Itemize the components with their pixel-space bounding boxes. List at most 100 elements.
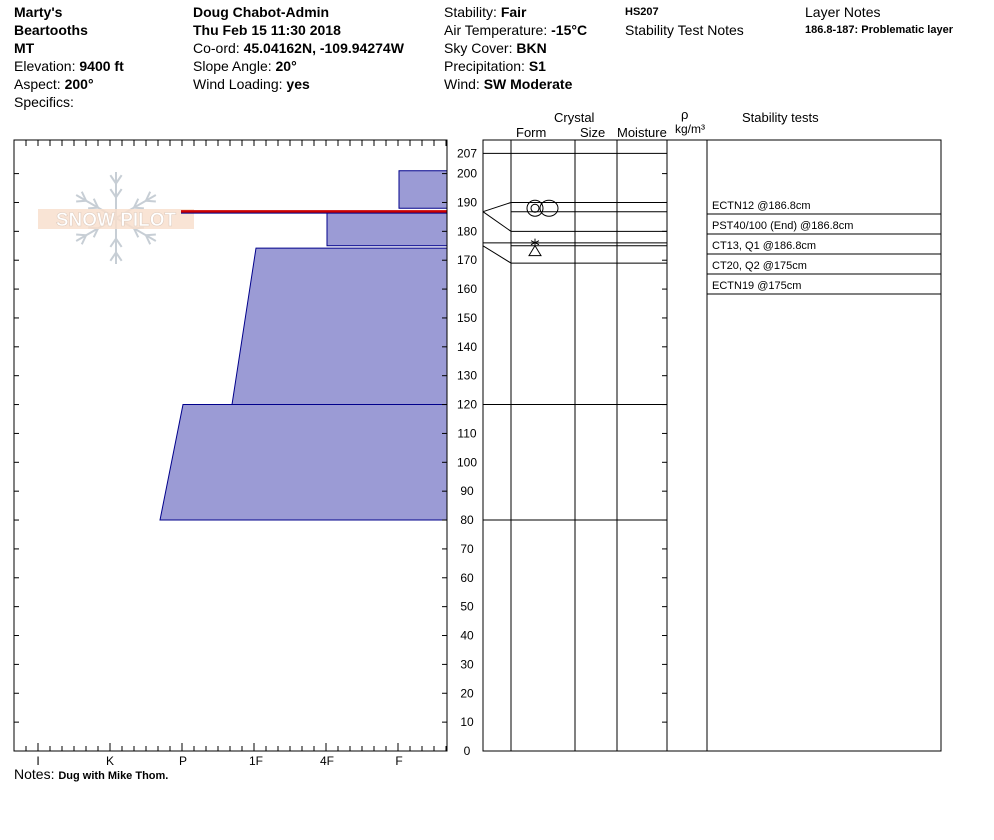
flake-branch xyxy=(133,227,140,238)
specifics-label: Specifics: xyxy=(14,94,74,110)
y-tick-label: 20 xyxy=(460,686,474,700)
boundary-connector xyxy=(482,211,512,232)
flake-branch xyxy=(144,191,152,202)
air-temp-label: Air Temperature: xyxy=(444,22,548,38)
x-tick-label: K xyxy=(106,754,114,768)
flake-branch xyxy=(145,199,156,203)
hardness-layer xyxy=(231,247,448,406)
crystal-table xyxy=(482,139,942,752)
density-unit: kg/m³ xyxy=(675,122,705,136)
stability-test-label: PST40/100 (End) @186.8cm xyxy=(712,220,853,232)
y-tick-label: 140 xyxy=(457,340,477,354)
y-axis: 0 10 20 30 40 50 60 70 80 90 100 110 120 130 140 150 160… xyxy=(457,146,477,758)
crystal-table-frame xyxy=(482,139,942,752)
x-tick-label: F xyxy=(395,754,402,768)
y-tick-label: 60 xyxy=(460,571,474,585)
precip-value: S1 xyxy=(528,58,546,74)
y-tick-label: 170 xyxy=(457,253,477,267)
datetime: Thu Feb 15 11:30 2018 xyxy=(193,22,341,38)
stability-tests-heading: Stability tests xyxy=(742,110,819,125)
x-tick-label: 4F xyxy=(320,754,334,768)
moisture-heading: Moisture xyxy=(617,125,667,140)
hardness-layer xyxy=(159,404,448,521)
flake-arm xyxy=(75,217,117,242)
y-tick-label: 10 xyxy=(460,715,474,729)
x-tick-label: P xyxy=(179,754,187,768)
flake-branch xyxy=(115,174,123,185)
boundary-connector xyxy=(482,201,512,213)
x-tick-label: I xyxy=(36,754,39,768)
y-tick-label: 190 xyxy=(457,195,477,209)
flake-branch xyxy=(109,174,117,185)
coordinates: Co-ord: 45.04162N, -109.94274W xyxy=(193,39,404,57)
sky-cover: Sky Cover: BKN xyxy=(444,39,547,57)
wind-value: SW Moderate xyxy=(483,76,573,92)
y-tick-label: 70 xyxy=(460,542,474,556)
logo-text: SNOW PILOT xyxy=(56,210,177,231)
flake-branch xyxy=(80,234,88,245)
precipitation: Precipitation: S1 xyxy=(444,57,546,75)
y-tick-label: 150 xyxy=(457,311,477,325)
precip-triangle-icon xyxy=(528,244,542,257)
elevation: Elevation: 9400 ft xyxy=(14,57,124,75)
flake-branch xyxy=(92,227,99,238)
y-tick-label: 110 xyxy=(457,426,476,440)
hardness-layer xyxy=(326,211,448,247)
y-tick-label: 160 xyxy=(457,282,477,296)
stability-label: Stability: xyxy=(444,4,497,20)
location-line-3: MT xyxy=(14,40,35,56)
y-tick-label: 130 xyxy=(457,369,477,383)
rounded-grain-icon xyxy=(526,199,544,217)
coord-label: Co-ord: xyxy=(193,40,240,56)
flake-branch xyxy=(109,238,117,248)
wind-loading-label: Wind Loading: xyxy=(193,76,283,92)
flake-branch xyxy=(115,238,123,248)
logo-band xyxy=(38,209,194,229)
notes: Notes: Dug with Mike Thom. xyxy=(14,765,168,785)
flake-branch xyxy=(145,233,156,237)
boundary-connector xyxy=(482,245,512,264)
y-tick-label: 40 xyxy=(460,629,474,643)
air-temp-value: -15°C xyxy=(551,22,588,38)
y-tick-label: 207 xyxy=(457,146,477,160)
aspect-value: 200° xyxy=(64,76,94,92)
wind-loading-value: yes xyxy=(286,76,310,92)
y-tick-label: 100 xyxy=(457,455,477,469)
aspect-label: Aspect: xyxy=(14,76,61,92)
problematic-layer-line xyxy=(181,210,447,214)
sky-label: Sky Cover: xyxy=(444,40,513,56)
slope-label: Slope Angle: xyxy=(193,58,272,74)
form-heading: Form xyxy=(516,125,547,140)
flake-branch xyxy=(88,226,99,230)
flake-branch xyxy=(88,206,99,210)
flake-branch xyxy=(115,251,123,262)
observer: Doug Chabot-Admin xyxy=(193,4,330,20)
y-tick-label: 120 xyxy=(457,398,477,412)
x-tick-label: 1F xyxy=(249,754,263,768)
size-heading: Size xyxy=(580,125,606,140)
stability-test-label: ECTN19 @175cm xyxy=(712,280,801,292)
flake-arm xyxy=(115,194,157,219)
y-tick-label: 0 xyxy=(464,744,471,758)
faceted-grain-icon xyxy=(539,199,559,217)
wind: Wind: SW Moderate xyxy=(444,75,572,93)
stability-value: Fair xyxy=(500,4,527,20)
y-tick-label: 180 xyxy=(457,224,477,238)
location-line-2: Beartooths xyxy=(14,22,88,38)
flake-branch xyxy=(115,188,123,198)
layer-notes-label: Layer Notes xyxy=(805,4,881,20)
notes-label: Notes: xyxy=(14,766,55,782)
flake-branch xyxy=(133,226,144,230)
y-tick-label: 90 xyxy=(460,484,474,498)
air-temperature: Air Temperature: -15°C xyxy=(444,21,587,39)
wind-loading: Wind Loading: yes xyxy=(193,75,310,93)
flake-branch xyxy=(109,188,117,198)
stability-test-label: CT13, Q1 @186.8cm xyxy=(712,240,816,252)
star-icon xyxy=(530,238,540,247)
rounded-grain-inner xyxy=(530,203,540,213)
stability-test-label: ECTN12 @186.8cm xyxy=(712,200,811,212)
slope-angle: Slope Angle: 20° xyxy=(193,57,297,75)
sky-value: BKN xyxy=(516,40,547,56)
elevation-label: Elevation: xyxy=(14,58,76,74)
